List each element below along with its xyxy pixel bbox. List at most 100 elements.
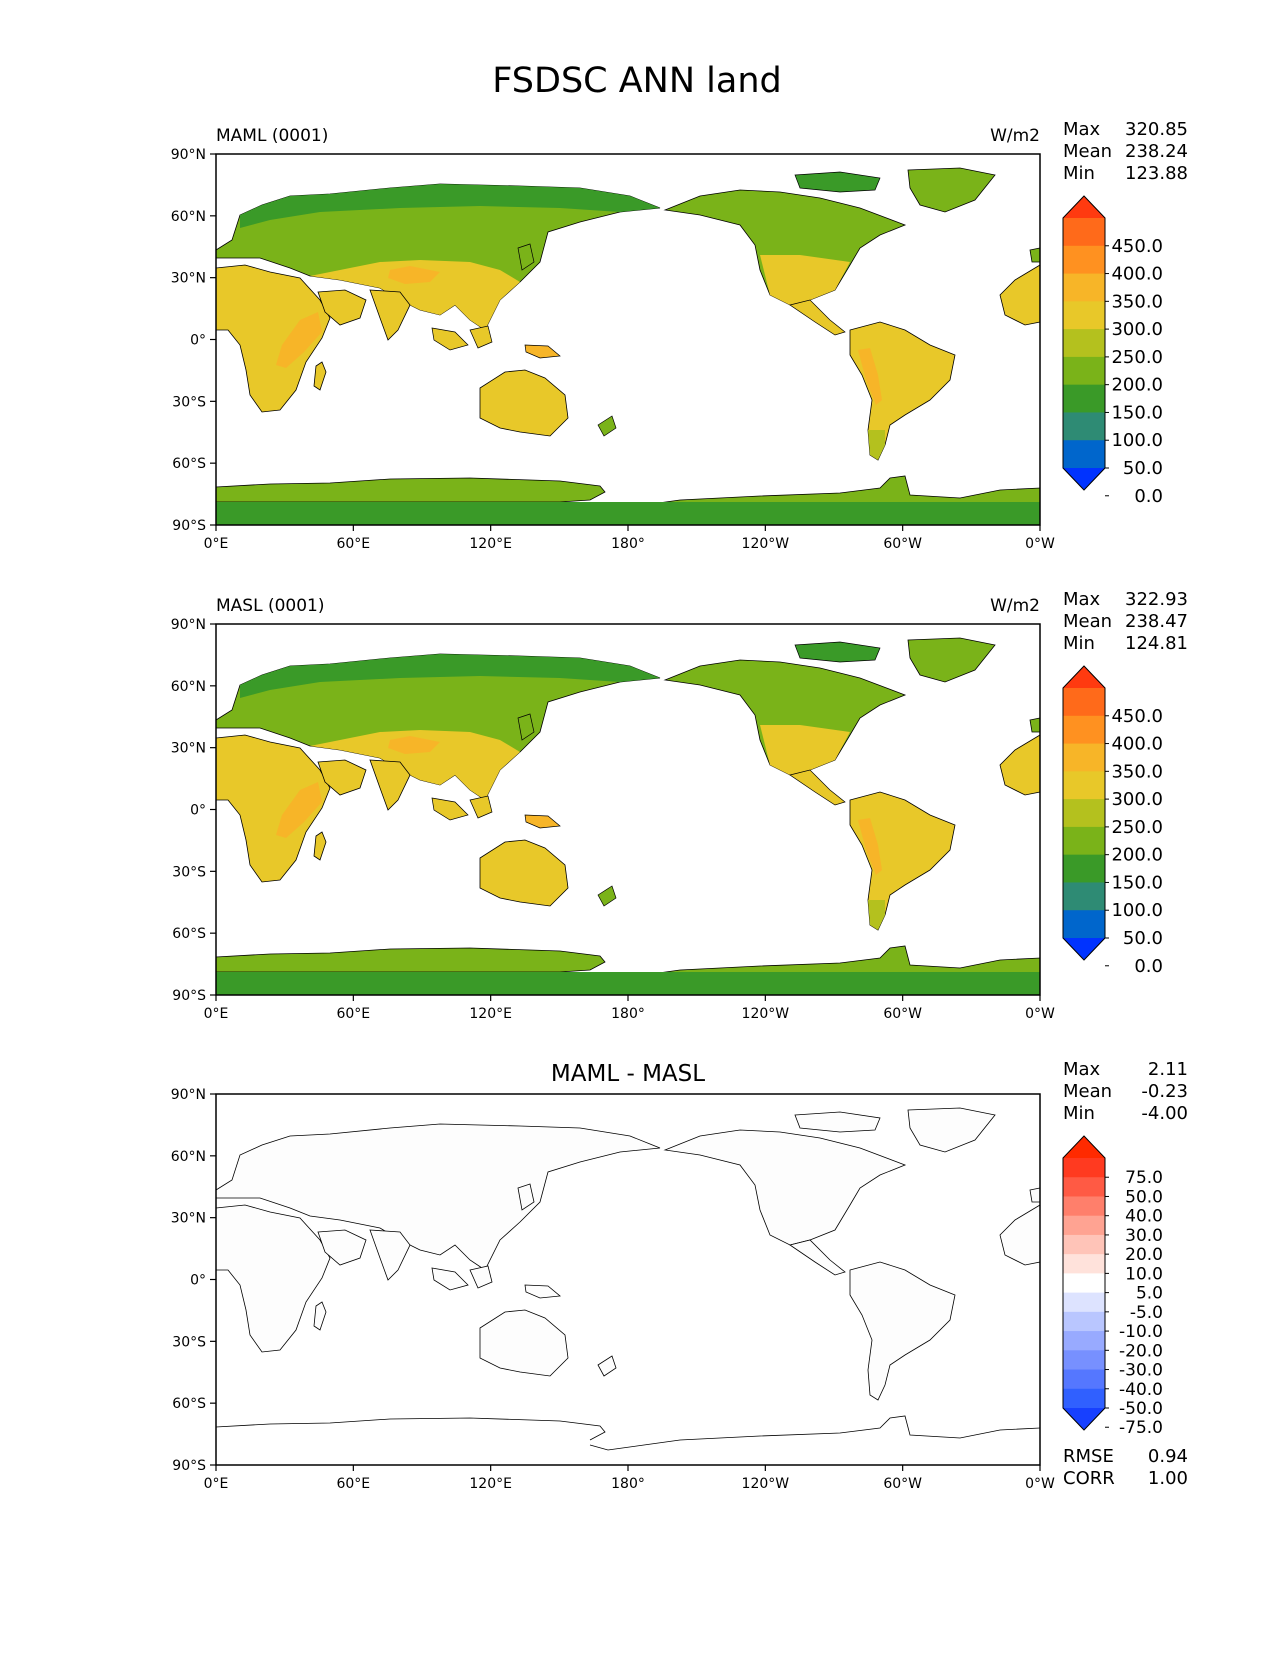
stat-value-mean: -0.23 <box>1141 1081 1188 1102</box>
colorbar-label: 250.0 <box>1111 347 1163 368</box>
panel-name: MAML (0001) <box>216 126 328 146</box>
colorbar-bin <box>1063 356 1105 386</box>
lat-tick-label: 60°N <box>171 1149 206 1165</box>
colorbar-label: 400.0 <box>1111 264 1163 285</box>
borneo <box>469 1265 493 1289</box>
lon-tick-label: 60°W <box>883 1476 922 1492</box>
stat-value-mean: 238.47 <box>1125 611 1188 632</box>
lat-tick-label: 60°S <box>172 1396 206 1412</box>
generated-layer: 90°N 60°N 30°N 0° 30°S 60°S 90°S 0°E 60°E 120°E 18… <box>171 147 1163 1492</box>
metrics-block: RMSE 0.94 CORR 1.00 <box>1063 1446 1188 1489</box>
new-guinea <box>524 1284 561 1299</box>
new-zealand <box>597 885 617 907</box>
stat-value-min: -4.00 <box>1141 1103 1188 1124</box>
colorbar-bin <box>1063 1292 1105 1313</box>
colorbar-label: -75.0 <box>1119 1418 1163 1438</box>
lon-tick-label: 180° <box>611 1006 645 1022</box>
lon-tick-label: 60°E <box>336 1006 370 1022</box>
new-zealand <box>597 1355 617 1377</box>
patagonia <box>868 430 885 460</box>
colorbar-label: 250.0 <box>1111 817 1163 838</box>
colorbar-label: 40.0 <box>1125 1207 1163 1227</box>
arctic-islands <box>794 1111 881 1133</box>
colorbar: 75.050.040.030.020.010.05.0-5.0-10.0-20.… <box>1062 1135 1163 1438</box>
antarctica-coast <box>215 1417 606 1441</box>
stat-label-max: Max <box>1063 589 1101 610</box>
colorbar-label: 450.0 <box>1111 236 1163 257</box>
greenland <box>907 637 996 683</box>
stat-label-mean: Mean <box>1063 1081 1112 1102</box>
panel-maml: MAML (0001) W/m2 Max 320.85 Mean 238.24 … <box>215 119 1188 526</box>
panel-title: MAML - MASL <box>551 1061 705 1087</box>
stat-label-max: Max <box>1063 119 1101 140</box>
india <box>369 289 411 341</box>
colorbar-label: 450.0 <box>1111 706 1163 727</box>
lon-tick-label: 0°W <box>1025 1476 1055 1492</box>
indonesia <box>431 1267 469 1291</box>
lon-tick-label: 60°E <box>336 1476 370 1492</box>
colorbar-bin <box>1063 245 1105 275</box>
lon-tick-label: 180° <box>611 536 645 552</box>
colorbar-bin <box>1063 301 1105 330</box>
colorbar-label: 150.0 <box>1111 872 1163 893</box>
colorbar-extend-max <box>1063 196 1105 218</box>
arabia <box>317 1229 367 1266</box>
patagonia <box>868 900 885 930</box>
europe-edge <box>1029 1187 1041 1203</box>
lat-tick-label: 90°S <box>172 988 206 1004</box>
east-africa-high <box>276 312 322 368</box>
greenland <box>907 1107 996 1153</box>
map <box>215 623 1041 996</box>
japan <box>517 1183 535 1211</box>
land-layer <box>215 637 1041 995</box>
lat-tick-label: 90°N <box>171 1087 206 1103</box>
colorbar-label: 400.0 <box>1111 734 1163 755</box>
colorbar-label: -30.0 <box>1119 1361 1163 1381</box>
central-america <box>789 299 846 336</box>
indonesia <box>431 327 469 351</box>
colorbar-label: 50.0 <box>1125 1187 1163 1207</box>
madagascar <box>313 1301 327 1331</box>
lat-tick-label: 30°S <box>172 394 206 410</box>
colorbar-label: 350.0 <box>1111 761 1163 782</box>
arctic-islands <box>794 171 881 193</box>
land-outline-layer <box>215 1107 1041 1451</box>
stat-label-min: Min <box>1063 1103 1095 1124</box>
colorbar-bin <box>1063 1234 1105 1255</box>
andes-high <box>858 348 882 405</box>
colorbar-label: 50.0 <box>1123 928 1163 949</box>
antarctica-interior <box>216 502 1040 525</box>
stat-value-mean: 238.24 <box>1125 141 1188 162</box>
colorbar-extend-max <box>1063 666 1105 688</box>
new-zealand <box>597 415 617 437</box>
lat-tick-label: 0° <box>190 1273 206 1289</box>
antarctica-interior <box>216 972 1040 995</box>
eurasia-south <box>310 730 520 800</box>
lon-tick-label: 60°E <box>336 536 370 552</box>
colorbar-bin <box>1063 1331 1105 1351</box>
japan <box>517 713 535 741</box>
tibet <box>388 736 440 754</box>
colorbar-label: 50.0 <box>1123 458 1163 479</box>
colorbar-bin <box>1063 826 1105 856</box>
south-america <box>849 791 956 931</box>
stat-value-max: 320.85 <box>1125 119 1188 140</box>
lon-tick-label: 120°E <box>469 536 512 552</box>
madagascar <box>313 361 327 391</box>
antarctica-east-coast <box>589 1415 1041 1451</box>
stats-block: Max 322.93 Mean 238.47 Min 124.81 <box>1063 589 1188 654</box>
colorbar-extend-min <box>1063 468 1105 490</box>
eurasia <box>215 1123 661 1271</box>
colorbar-label: 300.0 <box>1111 319 1163 340</box>
australia <box>479 839 569 907</box>
colorbar-bin <box>1063 1196 1105 1217</box>
colorbar-label: 30.0 <box>1125 1226 1163 1246</box>
colorbar-label: 150.0 <box>1111 402 1163 423</box>
stats-block: Max 320.85 Mean 238.24 Min 123.88 <box>1063 119 1188 184</box>
stat-label-mean: Mean <box>1063 611 1112 632</box>
lat-tick-label: 60°N <box>171 209 206 225</box>
colorbar-bin <box>1063 440 1105 469</box>
axes-ticks: 90°N 60°N 30°N 0° 30°S 60°S 90°S 0°E 60°E 120°E 18… <box>171 1087 1055 1492</box>
lon-tick-label: 120°E <box>469 1476 512 1492</box>
north-america <box>663 1129 907 1246</box>
